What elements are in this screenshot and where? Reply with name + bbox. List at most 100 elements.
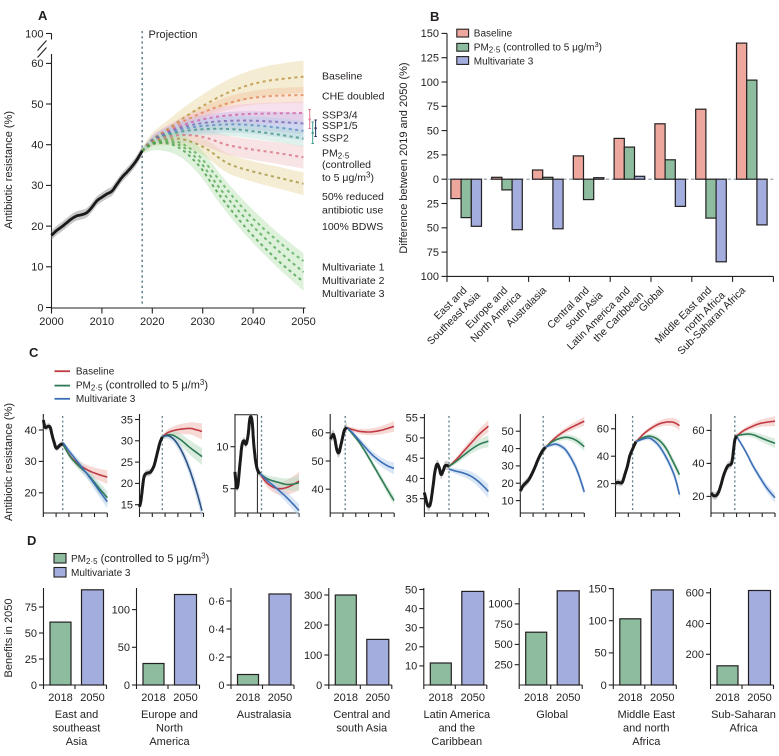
- svg-text:50: 50: [502, 426, 514, 438]
- svg-text:5: 5: [222, 484, 228, 496]
- svg-text:40: 40: [502, 443, 514, 455]
- svg-text:60: 60: [311, 428, 323, 440]
- svg-text:60: 60: [31, 58, 43, 70]
- svg-text:2018: 2018: [334, 692, 358, 704]
- svg-text:2050: 2050: [461, 692, 485, 704]
- svg-text:25: 25: [25, 654, 37, 666]
- svg-text:20: 20: [405, 642, 417, 654]
- svg-text:50: 50: [118, 642, 130, 654]
- svg-text:50: 50: [406, 433, 418, 445]
- svg-text:1000: 1000: [488, 599, 512, 611]
- svg-text:100% BDWS: 100% BDWS: [322, 221, 383, 233]
- svg-text:50: 50: [25, 628, 37, 640]
- svg-text:SSP2: SSP2: [322, 133, 349, 145]
- svg-text:2018: 2018: [48, 692, 72, 704]
- svg-text:20: 20: [502, 478, 514, 490]
- svg-text:20: 20: [25, 488, 37, 500]
- svg-text:50: 50: [427, 223, 439, 235]
- svg-text:40: 40: [405, 603, 417, 615]
- svg-text:50% reduced: 50% reduced: [322, 191, 384, 203]
- svg-text:0: 0: [31, 680, 37, 692]
- svg-text:0·4: 0·4: [209, 624, 225, 636]
- svg-text:100: 100: [421, 271, 439, 283]
- svg-text:antibiotic use: antibiotic use: [322, 205, 383, 217]
- svg-text:0: 0: [601, 680, 607, 692]
- svg-text:southeast: southeast: [53, 723, 101, 735]
- svg-text:200: 200: [686, 649, 704, 661]
- svg-text:30: 30: [121, 436, 133, 448]
- svg-text:SSP3/4: SSP3/4: [322, 109, 358, 121]
- svg-text:40: 40: [25, 425, 37, 437]
- svg-text:100: 100: [588, 616, 606, 628]
- svg-text:Central and: Central and: [333, 709, 390, 721]
- svg-text:2050: 2050: [173, 692, 197, 704]
- svg-text:Baseline: Baseline: [322, 71, 362, 83]
- svg-text:0: 0: [124, 680, 130, 692]
- svg-text:50: 50: [31, 99, 43, 111]
- svg-text:south Asia: south Asia: [336, 723, 388, 735]
- svg-text:Multivariate 3: Multivariate 3: [474, 56, 534, 67]
- svg-text:B: B: [430, 9, 439, 24]
- svg-text:America: America: [149, 736, 190, 748]
- svg-text:0: 0: [37, 302, 43, 314]
- svg-text:2020: 2020: [140, 316, 164, 328]
- svg-text:75: 75: [427, 101, 439, 113]
- svg-text:100: 100: [25, 28, 43, 40]
- svg-text:North: North: [156, 723, 183, 735]
- svg-text:and north: and north: [623, 723, 669, 735]
- svg-text:40: 40: [597, 451, 609, 463]
- svg-text:300: 300: [304, 590, 322, 602]
- svg-text:2040: 2040: [241, 316, 265, 328]
- svg-text:Middle East: Middle East: [618, 709, 675, 721]
- svg-text:to 5 μg/m3): to 5 μg/m3): [322, 171, 374, 185]
- svg-text:Multivariate 3: Multivariate 3: [71, 568, 131, 579]
- svg-text:750: 750: [494, 619, 512, 631]
- svg-text:Caribbean: Caribbean: [431, 736, 482, 748]
- svg-text:500: 500: [494, 639, 512, 651]
- svg-text:10: 10: [31, 262, 43, 274]
- svg-text:20: 20: [31, 221, 43, 233]
- svg-text:75: 75: [25, 602, 37, 614]
- svg-text:40: 40: [31, 140, 43, 152]
- svg-text:PM2·5: PM2·5: [322, 147, 350, 160]
- svg-text:2010: 2010: [90, 316, 114, 328]
- svg-text:2050: 2050: [80, 692, 104, 704]
- svg-text:50: 50: [311, 456, 323, 468]
- svg-text:Projection: Projection: [149, 29, 198, 41]
- svg-text:150: 150: [588, 583, 606, 595]
- svg-text:Latin America: Latin America: [423, 709, 491, 721]
- svg-text:0: 0: [433, 174, 439, 186]
- svg-text:2018: 2018: [524, 692, 548, 704]
- svg-text:2018: 2018: [236, 692, 260, 704]
- svg-text:125: 125: [421, 53, 439, 65]
- svg-text:30: 30: [405, 623, 417, 635]
- svg-text:40: 40: [406, 473, 418, 485]
- svg-text:20: 20: [121, 478, 133, 490]
- svg-text:and the: and the: [438, 723, 475, 735]
- svg-text:Multivariate 1: Multivariate 1: [322, 261, 385, 273]
- svg-text:Multivariate 2: Multivariate 2: [322, 275, 385, 287]
- svg-text:2050: 2050: [556, 692, 580, 704]
- svg-text:200: 200: [304, 620, 322, 632]
- svg-text:250: 250: [494, 660, 512, 672]
- svg-text:40: 40: [692, 458, 704, 470]
- svg-text:2018: 2018: [141, 692, 165, 704]
- svg-text:10: 10: [405, 661, 417, 673]
- svg-text:Global: Global: [536, 709, 568, 721]
- svg-text:45: 45: [406, 453, 418, 465]
- svg-text:PM2·5 (controlled to 5 μg/m3): PM2·5 (controlled to 5 μg/m3): [71, 552, 209, 567]
- svg-text:2050: 2050: [747, 692, 771, 704]
- svg-text:Antibiotic resistance (%): Antibiotic resistance (%): [3, 111, 15, 229]
- svg-text:35: 35: [121, 414, 133, 426]
- svg-text:35: 35: [406, 494, 418, 506]
- svg-text:Africa: Africa: [729, 723, 758, 735]
- svg-text:50: 50: [595, 648, 607, 660]
- svg-text:20: 20: [597, 478, 609, 490]
- svg-text:100: 100: [304, 650, 322, 662]
- svg-text:150: 150: [421, 28, 439, 40]
- svg-text:10: 10: [502, 495, 514, 507]
- svg-text:Antibiotic resistance (%): Antibiotic resistance (%): [3, 403, 15, 521]
- svg-text:Baseline: Baseline: [76, 366, 115, 377]
- svg-text:100: 100: [112, 604, 130, 616]
- svg-text:10: 10: [216, 442, 228, 454]
